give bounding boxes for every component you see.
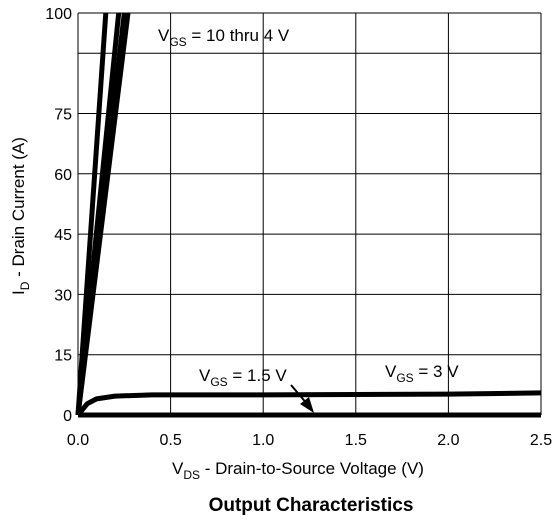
series-line — [76, 390, 542, 417]
series-line — [75, 12, 131, 416]
x-tick-label: 2.5 — [530, 432, 552, 449]
annotation-vgs-3: VGS = 3 V — [385, 362, 459, 385]
y-tick-label: 30 — [54, 287, 72, 304]
y-tick-label: 45 — [54, 227, 72, 244]
annotation-arrow-head — [300, 397, 314, 413]
x-tick-label: 1.0 — [252, 432, 274, 449]
y-tick-label: 15 — [54, 348, 72, 365]
x-tick-label: 1.5 — [345, 432, 367, 449]
x-tick-label: 2.0 — [437, 432, 459, 449]
y-axis-label: ID - Drain Current (A) — [9, 137, 32, 295]
series-group — [75, 12, 542, 418]
x-tick-label: 0.0 — [67, 432, 89, 449]
annotation-vgs-1-5: VGS = 1.5 V — [199, 366, 287, 389]
y-tick-label: 100 — [45, 6, 72, 23]
y-tick-label: 0 — [63, 408, 72, 425]
annotation-vgs-10-thru-4: VGS = 10 thru 4 V — [158, 26, 290, 49]
annotation-arrow-group — [290, 384, 314, 413]
y-tick-label: 75 — [54, 107, 72, 124]
y-tick-label: 60 — [54, 167, 72, 184]
x-axis-label: VDS - Drain-to-Source Voltage (V) — [172, 459, 424, 482]
grid — [77, 12, 542, 416]
chart-title: Output Characteristics — [209, 495, 414, 516]
ticks-group: 0.0 0.5 1.0 1.5 2.0 2.5 0 15 30 45 60 75 100 — [45, 6, 552, 449]
x-tick-label: 0.5 — [159, 432, 181, 449]
